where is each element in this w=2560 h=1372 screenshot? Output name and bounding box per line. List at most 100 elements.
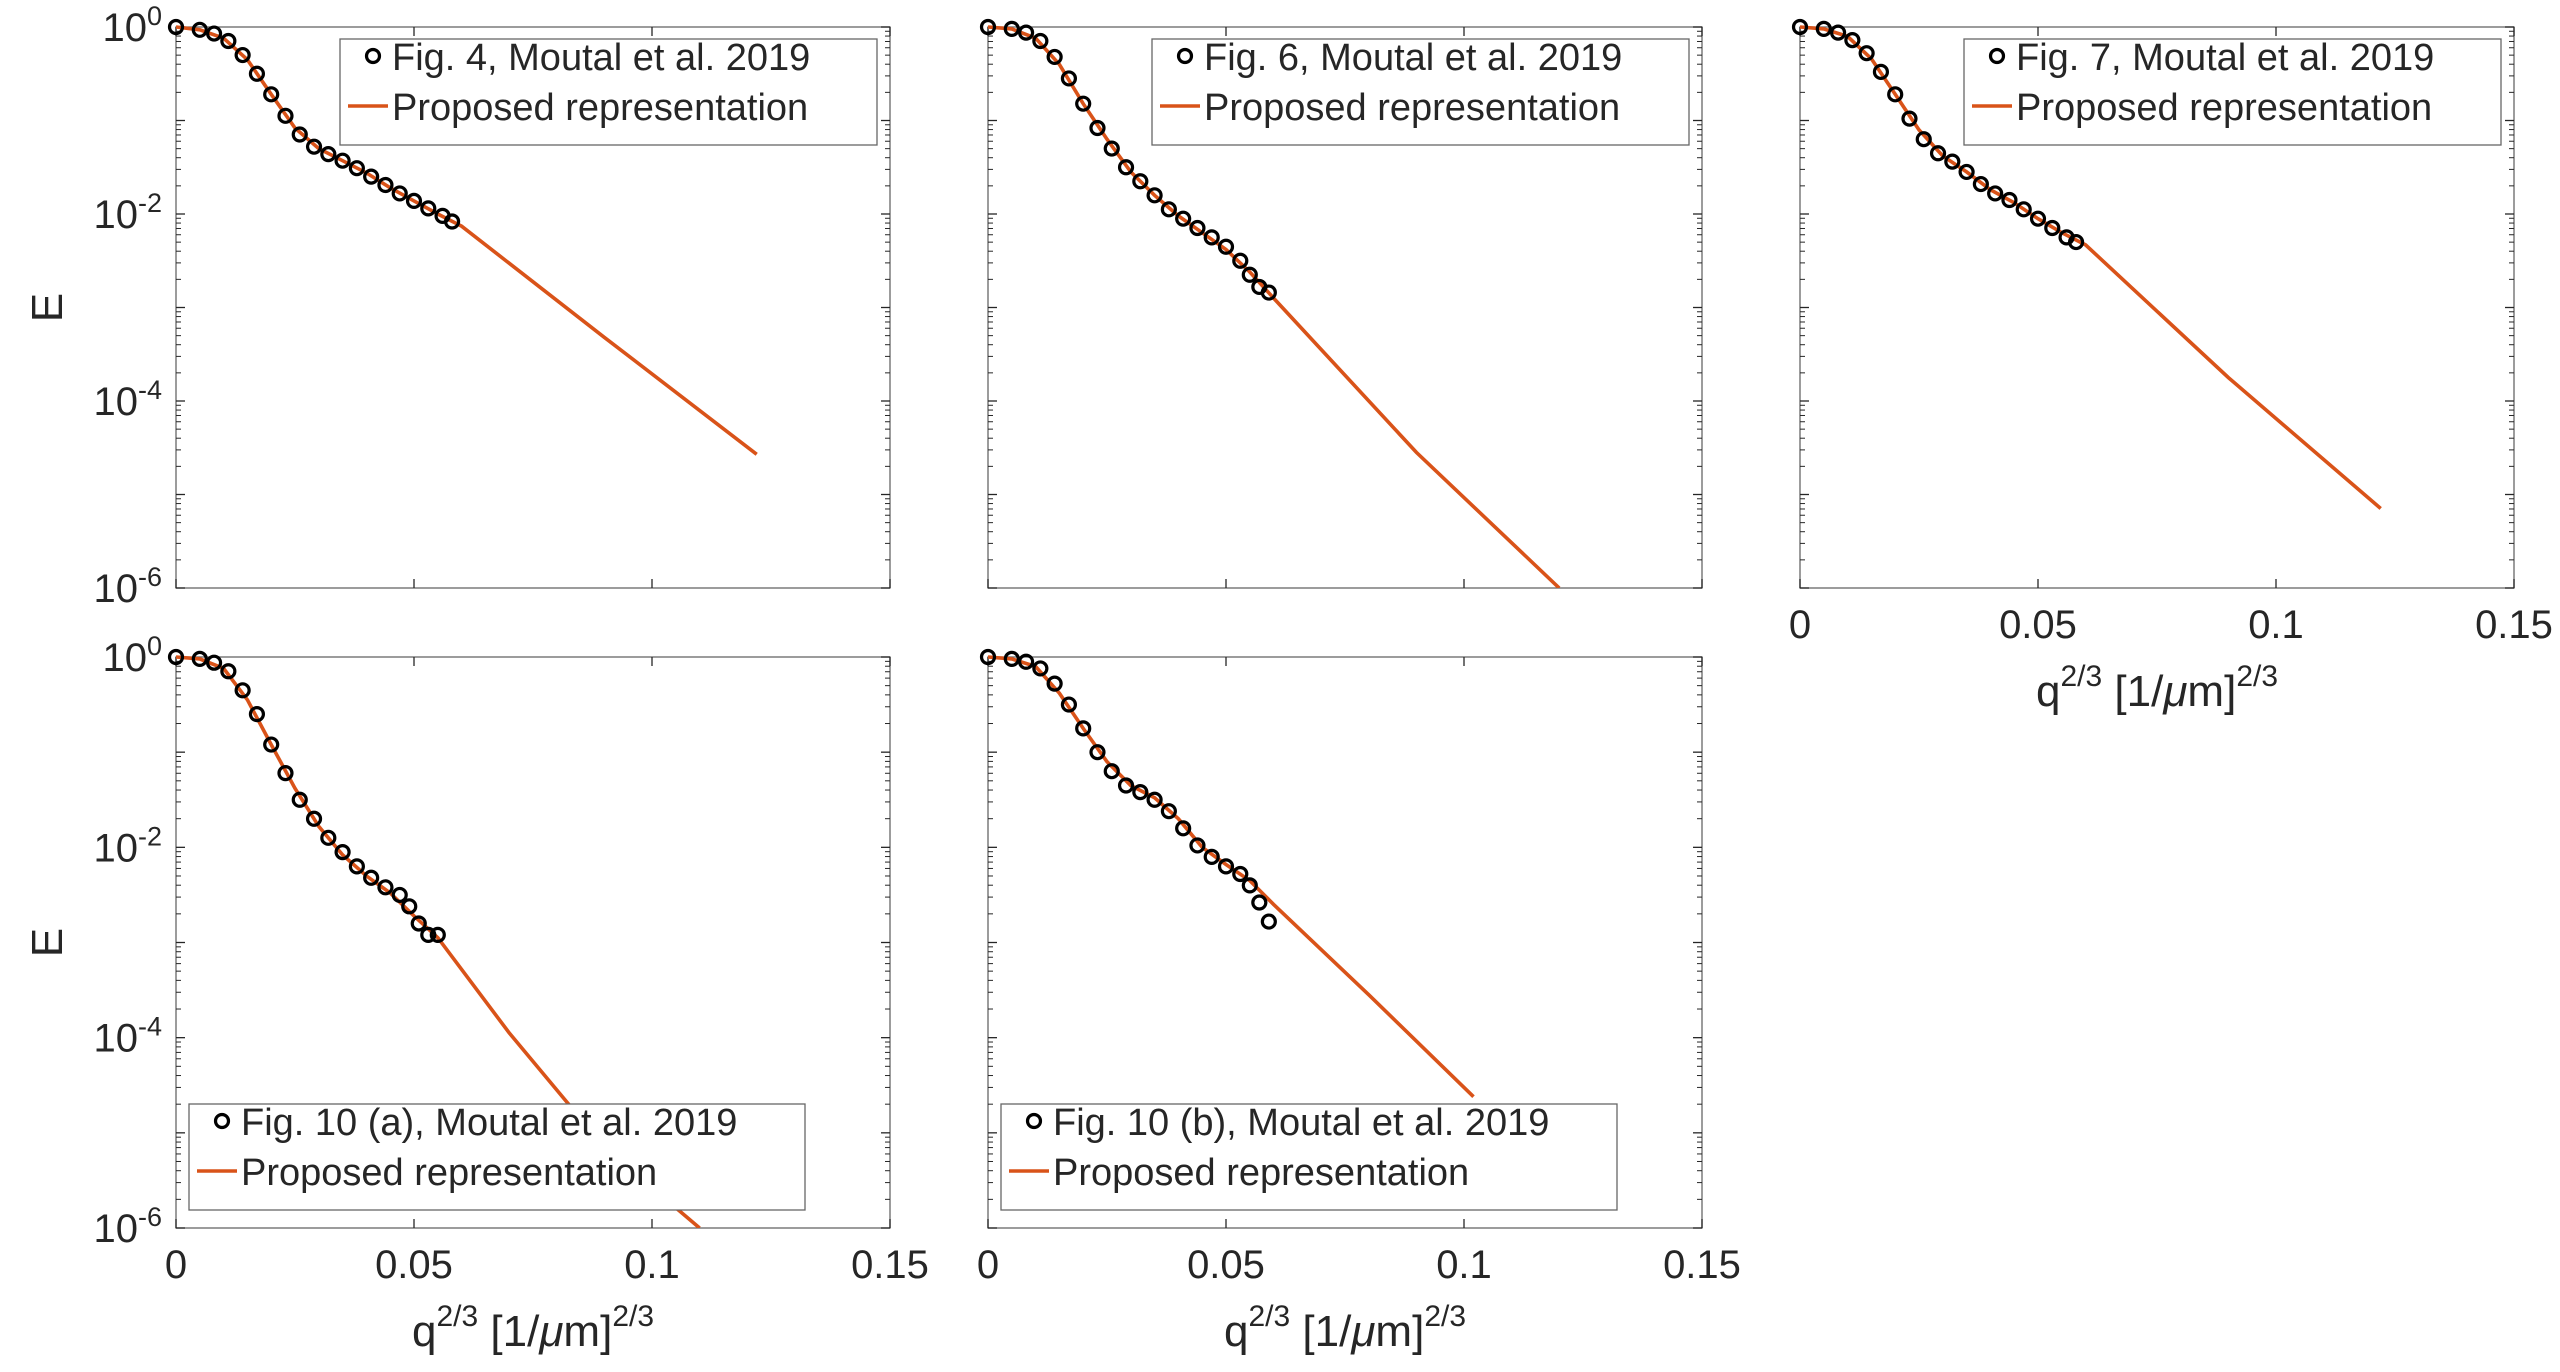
- x-tick-label: 0.1: [624, 1243, 680, 1287]
- data-point-marker: [291, 791, 308, 808]
- legend-box: [188, 1103, 806, 1211]
- data-point-marker: [1189, 837, 1206, 854]
- data-point-marker: [363, 168, 380, 185]
- x-tick-label: 0.15: [2475, 603, 2553, 647]
- data-point-marker: [334, 843, 351, 861]
- data-point-marker: [2029, 210, 2047, 227]
- subplot-fig10a: 100 10-2 10-4 10-60 0.05 0.1 0.15 Eq2/3 [1/μm]2…: [23, 631, 929, 1356]
- x-tick-label: 0.15: [851, 1243, 929, 1287]
- data-point-marker: [1132, 784, 1149, 801]
- legend-entry-measured: Fig. 7, Moutal et al. 2019: [2016, 37, 2434, 79]
- legend-entry-measured: Fig. 10 (a), Moutal et al. 2019: [241, 1102, 737, 1144]
- x-tick-label: 0: [977, 1243, 999, 1287]
- legend-entry-measured: Fig. 10 (b), Moutal et al. 2019: [1053, 1102, 1549, 1144]
- data-point-marker: [1160, 201, 1177, 218]
- legend: Fig. 4, Moutal et al. 2019 Proposed repre…: [339, 37, 878, 146]
- data-point-marker: [348, 858, 365, 875]
- data-point-marker: [1203, 848, 1220, 865]
- data-point-marker: [277, 765, 294, 782]
- legend-entry-measured: Fig. 6, Moutal et al. 2019: [1204, 37, 1622, 79]
- x-tick-label: 0.1: [2248, 603, 2304, 647]
- data-point-marker: [1232, 865, 1249, 883]
- data-point-marker: [1017, 653, 1035, 670]
- data-point-marker: [1929, 145, 1947, 162]
- legend-marker-icon: [213, 1112, 231, 1130]
- data-point-marker: [263, 86, 280, 103]
- legend-entry-model: Proposed representation: [392, 87, 808, 129]
- data-point-marker: [979, 18, 997, 36]
- data-point-marker: [363, 869, 380, 886]
- data-point-marker: [305, 810, 323, 827]
- y-tick-label: 100: [102, 1, 162, 50]
- legend-marker-icon: [1025, 1112, 1043, 1130]
- data-point-marker: [410, 915, 427, 932]
- y-tick-label: 10-6: [93, 562, 162, 611]
- data-point-marker: [305, 138, 323, 155]
- data-point-marker: [191, 650, 208, 668]
- data-point-marker: [1060, 696, 1078, 713]
- x-tick-label: 0.05: [1999, 603, 2077, 647]
- data-point-marker: [1117, 159, 1135, 176]
- data-point-marker: [234, 682, 251, 699]
- data-point-marker: [1160, 803, 1177, 820]
- data-point-marker: [263, 736, 280, 753]
- data-point-marker: [191, 21, 208, 38]
- x-tick-label: 0.1: [1436, 1243, 1492, 1287]
- data-point-marker: [1829, 24, 1847, 41]
- data-point-marker: [1017, 24, 1035, 41]
- y-tick-label: 10-4: [93, 375, 162, 424]
- subplot-fig4: 100 10-2 10-4 10-6 E Fig. 4, Moutal et al. 20…: [23, 1, 891, 611]
- data-point-marker: [1175, 210, 1192, 227]
- legend-box: [1151, 38, 1690, 146]
- x-tick-label: 0.15: [1663, 1243, 1741, 1287]
- legend-marker-icon: [1988, 47, 2006, 65]
- data-point-marker: [1103, 763, 1120, 780]
- legend-marker-icon: [364, 47, 382, 65]
- data-point-marker: [220, 32, 237, 50]
- data-point-marker: [1887, 86, 1904, 103]
- data-point-marker: [979, 648, 997, 666]
- x-axis-label: q2/3 [1/μm]2/3: [1224, 1300, 1466, 1356]
- data-point-marker: [248, 65, 266, 82]
- data-point-marker: [1987, 185, 2004, 202]
- data-point-marker: [277, 107, 294, 124]
- data-point-marker: [1175, 820, 1192, 837]
- data-point-marker: [391, 886, 408, 904]
- legend-box: [1000, 1103, 1618, 1211]
- x-tick-label: 0: [1789, 603, 1811, 647]
- subplot-fig10b: 0 0.05 0.1 0.15 q2/3 [1/μm]2/3 Fig. 10 (b), M…: [977, 648, 1741, 1356]
- legend: Fig. 10 (b), Moutal et al. 2019 Proposed …: [1000, 1102, 1618, 1211]
- data-point-marker: [1046, 675, 1063, 692]
- data-point-marker: [167, 18, 185, 36]
- legend-entry-measured: Fig. 4, Moutal et al. 2019: [392, 37, 810, 79]
- data-point-marker: [167, 648, 185, 666]
- data-point-marker: [1103, 140, 1120, 157]
- legend-entry-model: Proposed representation: [1204, 87, 1620, 129]
- data-point-marker: [1203, 229, 1220, 246]
- data-point-marker: [1189, 219, 1206, 237]
- legend-marker-icon: [1176, 47, 1194, 65]
- data-point-marker: [401, 898, 418, 915]
- series-line-proposed-representation: [176, 655, 701, 1228]
- x-tick-label: 0.05: [1187, 1243, 1265, 1287]
- data-point-marker: [420, 200, 437, 217]
- data-point-marker: [1217, 858, 1235, 875]
- legend: Fig. 10 (a), Moutal et al. 2019 Proposed …: [188, 1102, 806, 1211]
- data-point-marker: [1815, 20, 1832, 37]
- data-point-marker: [348, 160, 365, 177]
- data-point-marker: [377, 176, 394, 194]
- data-point-marker: [1972, 175, 1989, 193]
- data-point-marker: [1232, 252, 1249, 269]
- data-point-marker: [320, 829, 337, 846]
- data-point-marker: [205, 25, 223, 42]
- data-point-marker: [391, 185, 408, 202]
- data-point-marker: [405, 192, 423, 210]
- x-axis-label: q2/3 [1/μm]2/3: [2036, 660, 2278, 716]
- data-point-marker: [2001, 191, 2018, 209]
- data-point-marker: [1241, 877, 1258, 894]
- data-point-marker: [1089, 744, 1106, 761]
- data-point-marker: [234, 46, 251, 64]
- data-point-marker: [1260, 913, 1277, 930]
- data-point-marker: [1858, 45, 1875, 62]
